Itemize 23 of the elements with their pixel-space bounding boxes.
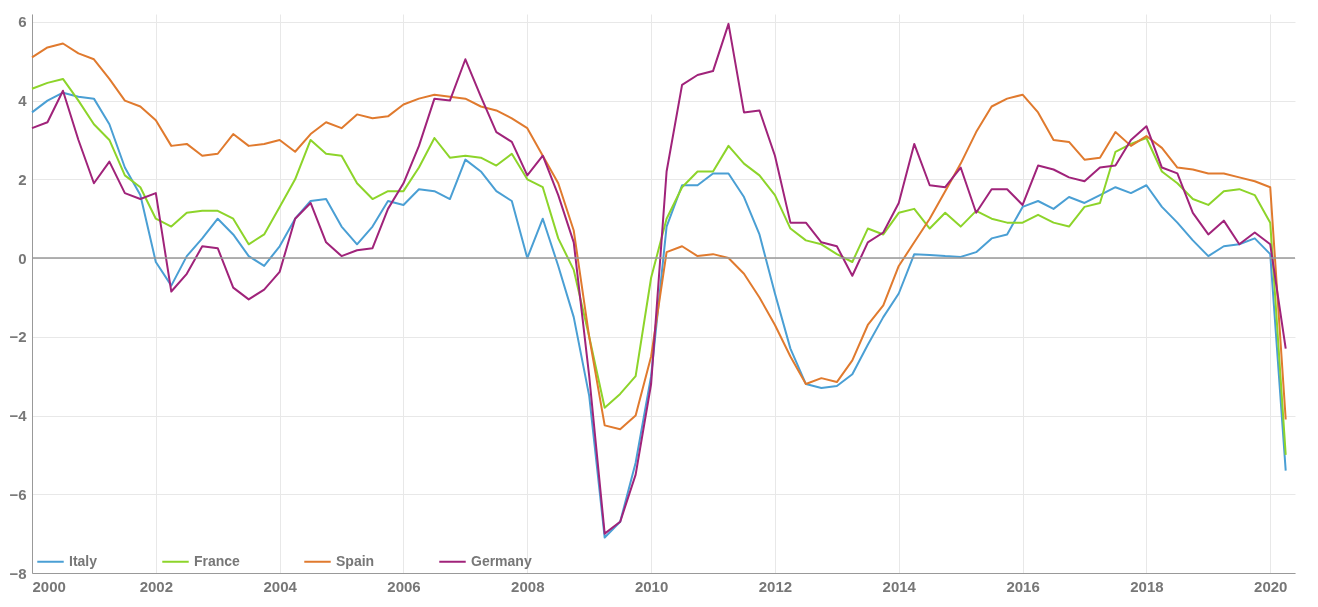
- y-tick-label: −2: [9, 328, 27, 346]
- x-tick-label: 2002: [139, 577, 174, 595]
- y-tick-label: −6: [9, 485, 27, 503]
- x-tick-label: 2012: [758, 577, 793, 595]
- x-tick-label: 2014: [882, 577, 917, 595]
- y-tick-label: 6: [18, 13, 27, 31]
- y-tick-label: 2: [18, 170, 27, 188]
- x-tick-label: 2000: [32, 577, 66, 595]
- y-tick-label: 4: [18, 92, 28, 110]
- legend-label: Spain: [336, 552, 375, 569]
- x-tick-label: 2016: [1006, 577, 1040, 595]
- x-tick-label: 2008: [511, 577, 545, 595]
- y-tick-label: −4: [9, 407, 28, 425]
- x-tick-label: 2006: [387, 577, 421, 595]
- legend-label: Italy: [69, 552, 98, 569]
- legend-label: France: [194, 552, 241, 569]
- x-tick-label: 2018: [1130, 577, 1164, 595]
- x-tick-label: 2020: [1254, 577, 1288, 595]
- y-tick-label: 0: [18, 249, 27, 267]
- legend-label: Germany: [471, 552, 532, 569]
- y-tick-label: −8: [9, 564, 27, 582]
- x-tick-label: 2010: [634, 577, 669, 595]
- x-tick-label: 2004: [263, 577, 298, 595]
